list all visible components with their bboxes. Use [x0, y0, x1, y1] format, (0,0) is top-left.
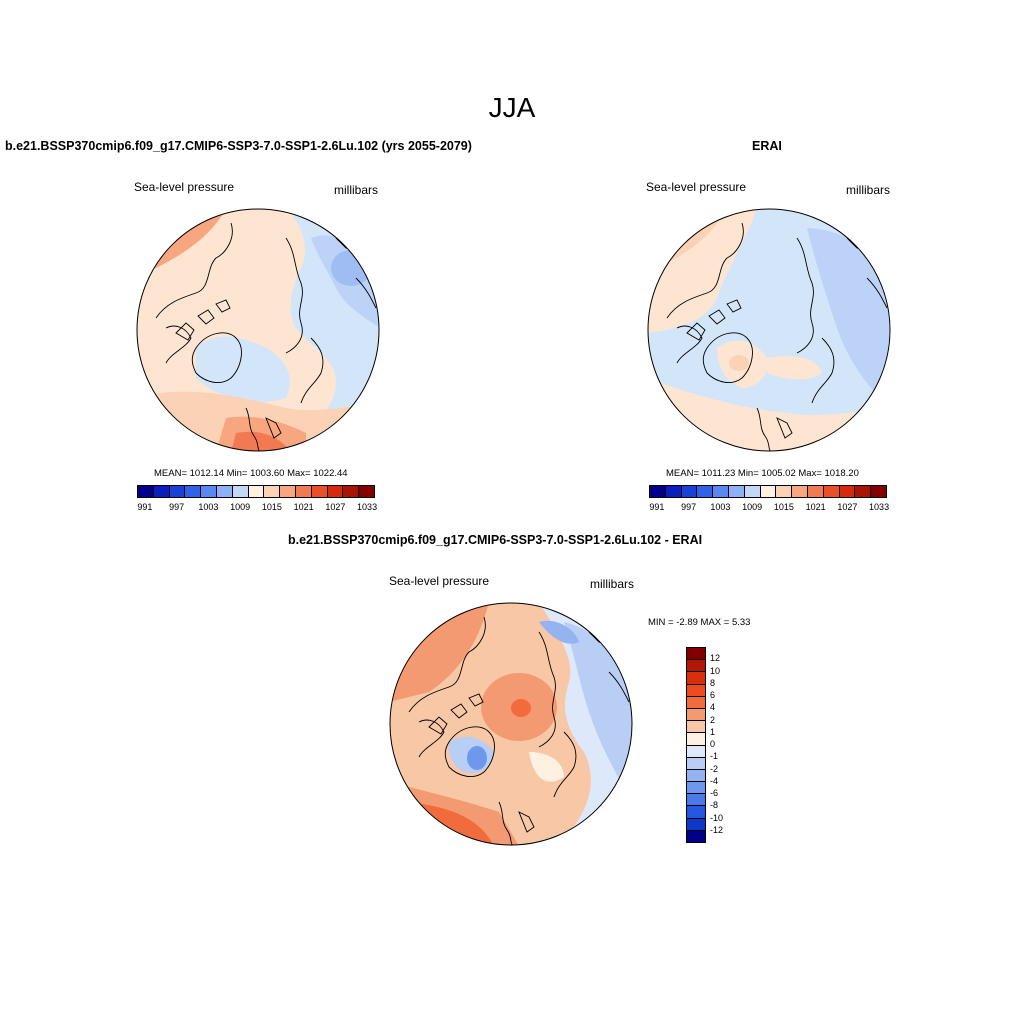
model-colorbar-swatch	[138, 486, 153, 497]
model-colorbar-tick-label: 1003	[198, 502, 219, 512]
model-colorbar-tick-label: 991	[137, 502, 153, 512]
erai-colorbar-tick-label: 1015	[773, 502, 794, 512]
diff-panel-title: b.e21.BSSP370cmip6.f09_g17.CMIP6-SSP3-7.…	[288, 533, 703, 547]
diff-colorbar-tick-label: -12	[710, 824, 724, 835]
erai-colorbar-swatch	[696, 486, 713, 497]
model-colorbar-swatch	[152, 486, 169, 497]
diff-colorbar-tick-label: 4	[710, 702, 716, 713]
diff-colorbar-swatch	[687, 695, 705, 708]
erai-panel-title: ERAI	[752, 139, 782, 153]
erai-colorbar-swatch	[727, 486, 744, 497]
diff-colorbar	[686, 647, 706, 843]
model-colorbar-swatch	[326, 486, 343, 497]
erai-colorbar-tick-label: 1021	[805, 502, 826, 512]
diff-colorbar-tick-label: 8	[710, 677, 716, 688]
diff-units-label: millibars	[590, 577, 635, 591]
diff-colorbar-swatch	[687, 732, 705, 745]
erai-colorbar-swatch	[838, 486, 855, 497]
erai-colorbar-swatch	[806, 486, 823, 497]
diff-colorbar-swatch	[687, 683, 705, 696]
diff-colorbar-tick-label: 12	[710, 653, 721, 664]
model-colorbar-swatch	[247, 486, 264, 497]
diff-colorbar-swatch	[687, 768, 705, 782]
diff-colorbar-tick-label: 2	[710, 714, 716, 725]
diff-colorbar-tick-label: 0	[710, 739, 716, 749]
model-colorbar-tick-label: 997	[169, 502, 185, 512]
model-colorbar-tick-label: 1015	[261, 502, 282, 512]
diff-colorbar-ticks: 12 10 8 6 4 2 1 0 -1 -2 -4 -6 -8 -10 -12	[710, 647, 750, 843]
model-colorbar-swatch	[215, 486, 232, 497]
erai-colorbar-swatch	[712, 486, 728, 497]
diff-colorbar-tick-label: -4	[710, 775, 719, 786]
erai-colorbar-swatch	[870, 486, 886, 497]
erai-colorbar-swatch	[759, 486, 776, 497]
model-colorbar-ticks: 991 997 1003 1009 1015 1021 1027 1033	[137, 502, 377, 514]
diff-variable-label: Sea-level pressure	[389, 574, 490, 588]
diff-colorbar-tick-label: -2	[710, 763, 719, 774]
diff-colorbar-tick-label: -10	[710, 812, 724, 823]
model-colorbar-tick-label: 1009	[230, 502, 251, 512]
erai-colorbar-ticks: 991 997 1003 1009 1015 1021 1027 1033	[649, 502, 889, 514]
erai-colorbar-tick-label: 997	[681, 502, 697, 512]
erai-colorbar-tick-label: 1033	[869, 502, 890, 512]
diff-colorbar-swatch	[687, 781, 705, 794]
erai-colorbar-swatch	[775, 486, 792, 497]
model-polar-map	[136, 208, 380, 452]
diff-colorbar-tick-label: 1	[710, 726, 716, 737]
erai-colorbar-tick-label: 1009	[742, 502, 763, 512]
diff-colorbar-tick-label: -1	[710, 751, 719, 762]
model-colorbar-swatch	[200, 486, 216, 497]
model-colorbar-tick-label: 1021	[293, 502, 314, 512]
model-panel-title: b.e21.BSSP370cmip6.f09_g17.CMIP6-SSP3-7.…	[5, 139, 472, 153]
erai-colorbar-swatch	[664, 486, 681, 497]
diff-stats: MIN = -2.89 MAX = 5.33	[648, 617, 751, 628]
erai-colorbar-swatch	[854, 486, 871, 497]
erai-colorbar	[649, 485, 887, 498]
diff-colorbar-swatch	[687, 707, 705, 721]
erai-colorbar-swatch	[791, 486, 807, 497]
model-colorbar-tick-label: 1027	[325, 502, 346, 512]
diff-colorbar-tick-label: -8	[710, 800, 719, 811]
erai-colorbar-swatch	[822, 486, 839, 497]
erai-colorbar-tick-label: 1027	[837, 502, 858, 512]
season-title: JJA	[488, 92, 536, 123]
erai-colorbar-swatch	[650, 486, 665, 497]
model-colorbar-swatch	[310, 486, 327, 497]
model-colorbar-swatch	[342, 486, 359, 497]
diff-colorbar-swatch	[687, 756, 705, 769]
model-colorbar-swatch	[168, 486, 185, 497]
model-colorbar-swatch	[263, 486, 280, 497]
diff-colorbar-swatch	[687, 720, 705, 733]
erai-polar-map	[647, 208, 891, 452]
erai-variable-label: Sea-level pressure	[646, 180, 747, 194]
model-colorbar-swatch	[294, 486, 311, 497]
model-colorbar	[137, 485, 375, 498]
model-colorbar-swatch	[231, 486, 248, 497]
diff-colorbar-swatch	[687, 793, 705, 806]
diff-colorbar-swatch	[687, 805, 705, 818]
diff-colorbar-swatch	[687, 744, 705, 757]
diff-polar-map	[389, 602, 633, 846]
erai-colorbar-swatch	[743, 486, 760, 497]
diff-colorbar-tick-label: 6	[710, 690, 716, 700]
diff-colorbar-tick-label: -6	[710, 788, 719, 798]
erai-colorbar-tick-label: 991	[649, 502, 665, 512]
model-colorbar-swatch	[184, 486, 201, 497]
diff-colorbar-swatch	[687, 659, 705, 672]
diff-colorbar-swatch	[687, 829, 705, 842]
model-colorbar-swatch	[279, 486, 295, 497]
diff-colorbar-swatch	[687, 648, 705, 660]
diff-colorbar-swatch	[687, 671, 705, 684]
erai-units-label: millibars	[846, 183, 891, 197]
erai-colorbar-tick-label: 1003	[710, 502, 731, 512]
model-stats: MEAN= 1012.14 Min= 1003.60 Max= 1022.44	[154, 468, 348, 479]
diff-colorbar-tick-label: 10	[710, 665, 721, 676]
diff-colorbar-swatch	[687, 817, 705, 830]
model-colorbar-swatch	[358, 486, 374, 497]
model-variable-label: Sea-level pressure	[134, 180, 235, 194]
model-colorbar-tick-label: 1033	[357, 502, 378, 512]
erai-colorbar-swatch	[680, 486, 697, 497]
erai-stats: MEAN= 1011.23 Min= 1005.02 Max= 1018.20	[666, 468, 859, 479]
model-units-label: millibars	[334, 183, 379, 197]
